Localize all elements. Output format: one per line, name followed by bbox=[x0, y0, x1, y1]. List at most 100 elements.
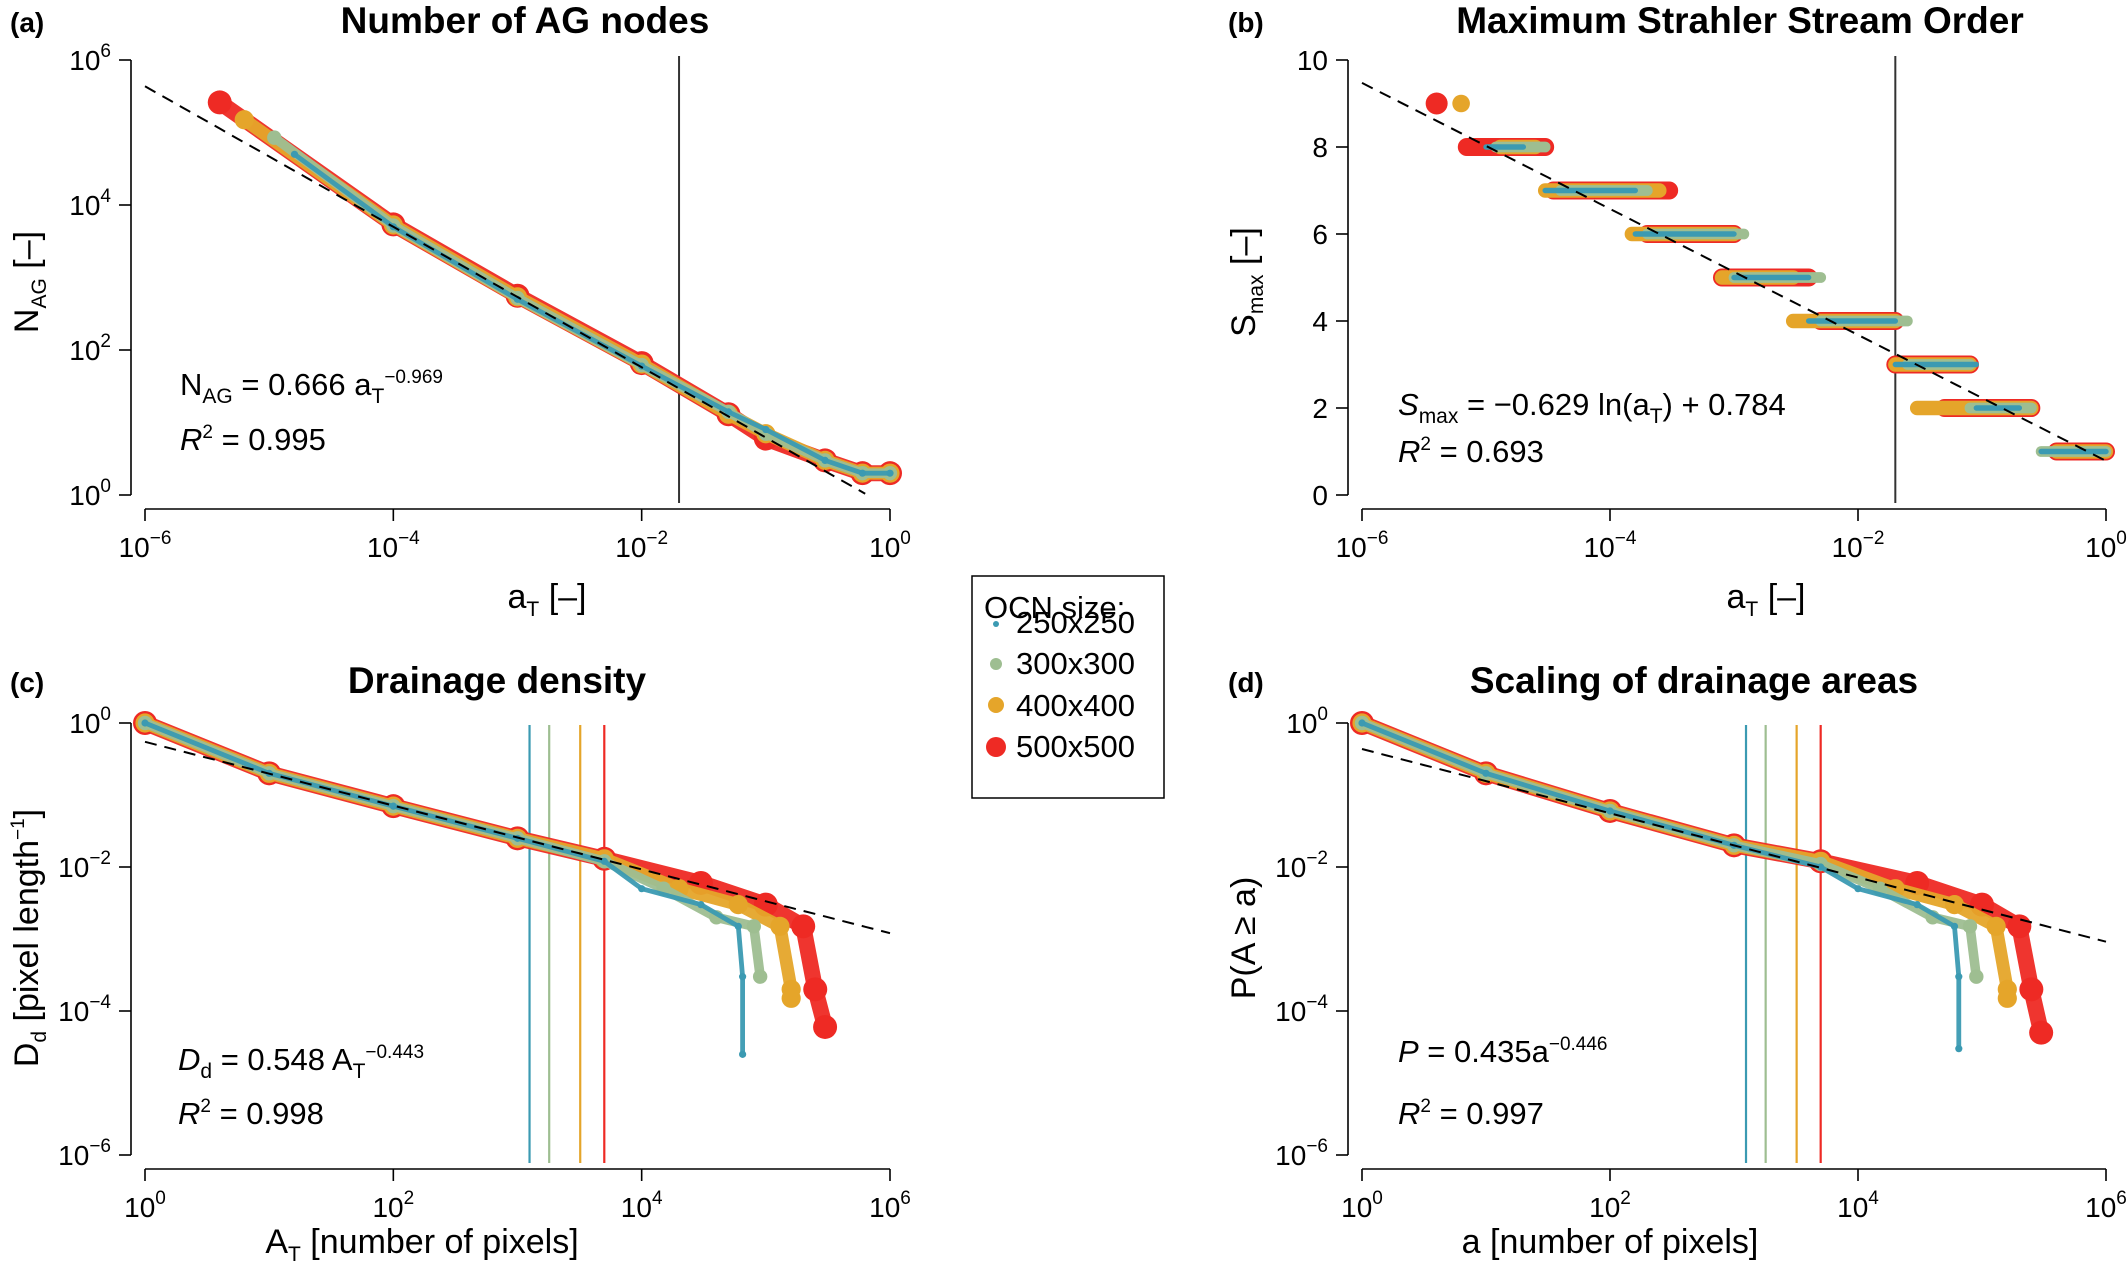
series-line bbox=[1359, 720, 1962, 1051]
panel-letter: (c) bbox=[10, 667, 44, 698]
legend-marker bbox=[986, 737, 1006, 757]
data-point bbox=[1854, 885, 1862, 893]
data-point bbox=[724, 408, 733, 416]
data-point bbox=[728, 895, 748, 915]
data-point bbox=[267, 130, 282, 145]
x-tick-label: 10−2 bbox=[615, 528, 668, 563]
legend-item-400: 400x400 bbox=[988, 688, 1135, 723]
y-axis-label: P(A ≥ a) bbox=[1225, 877, 1263, 1000]
y-tick-label: 0 bbox=[1312, 480, 1328, 511]
data-point bbox=[770, 916, 790, 936]
data-point bbox=[1944, 895, 1965, 915]
y-tick-label: 104 bbox=[69, 186, 111, 221]
legend-marker bbox=[993, 621, 999, 627]
y-tick-label: 106 bbox=[69, 41, 111, 76]
y-tick-label: 10−2 bbox=[58, 848, 111, 883]
panel-plot: 100 102 104 106 10−6 10−4 10−2 100 bbox=[1275, 704, 2127, 1223]
y-tick-label: 10−6 bbox=[58, 1136, 111, 1171]
r-squared: R2 = 0.693 bbox=[1398, 434, 1544, 469]
data-point bbox=[234, 110, 254, 130]
r-squared: R2 = 0.998 bbox=[178, 1096, 324, 1131]
legend-label: 500x500 bbox=[1016, 729, 1135, 764]
fit-equation: P = 0.435a−0.446 bbox=[1398, 1034, 1608, 1069]
y-tick-label: 10−6 bbox=[1275, 1136, 1328, 1171]
x-tick-label: 10−4 bbox=[367, 528, 420, 563]
panel-b: (b) Maximum Strahler Stream Order 10−6 10… bbox=[1225, 0, 2127, 621]
fit-line bbox=[1361, 748, 2107, 943]
x-tick-label: 100 bbox=[2085, 528, 2127, 563]
legend-box bbox=[971, 575, 1165, 799]
data-point bbox=[746, 919, 762, 934]
legend-item-300: 300x300 bbox=[990, 646, 1135, 681]
data-point bbox=[1955, 973, 1963, 981]
fit-equation: Dd = 0.548 AT−0.443 bbox=[178, 1042, 424, 1083]
data-point bbox=[207, 90, 232, 115]
y-tick-label: 10 bbox=[1297, 45, 1328, 76]
x-axis-label: a [number of pixels] bbox=[1462, 1223, 1759, 1261]
data-point bbox=[858, 469, 867, 477]
data-point bbox=[781, 988, 801, 1008]
panel-plot: 10−6 10−4 10−2 100 100 102 104 106 bbox=[69, 41, 911, 563]
panel-plot: 10−6 10−4 10−2 100 0 2 4 6 8 10 bbox=[1297, 45, 2127, 563]
series-250x250 bbox=[1358, 719, 1963, 1053]
x-tick-label: 106 bbox=[869, 1188, 911, 1223]
legend-label: 300x300 bbox=[1016, 646, 1135, 681]
x-tick-label: 100 bbox=[124, 1188, 166, 1223]
panel-title: Number of AG nodes bbox=[341, 0, 710, 41]
data-point bbox=[1955, 1045, 1963, 1053]
y-tick-label: 102 bbox=[69, 331, 111, 366]
y-tick-label: 100 bbox=[69, 704, 111, 739]
data-point bbox=[1950, 922, 1959, 930]
panel-d: (d) Scaling of drainage areas 100 102 104 1… bbox=[1225, 660, 2127, 1261]
fit-line bbox=[144, 740, 891, 935]
y-tick-label: 100 bbox=[1286, 704, 1328, 739]
data-point bbox=[1482, 769, 1490, 777]
data-point bbox=[141, 719, 149, 727]
y-tick-label: 10−4 bbox=[1275, 992, 1328, 1027]
legend: OCN size: 250x250 300x300 400x400 500x50… bbox=[971, 575, 1165, 799]
y-tick-label: 6 bbox=[1312, 219, 1328, 250]
x-tick-label: 10−2 bbox=[1832, 528, 1885, 563]
x-tick-label: 10−6 bbox=[1336, 528, 1389, 563]
data-point bbox=[739, 1050, 747, 1058]
legend-marker bbox=[990, 658, 1002, 670]
x-tick-label: 104 bbox=[621, 1188, 663, 1223]
r-squared: R2 = 0.995 bbox=[180, 422, 326, 457]
data-point bbox=[813, 1014, 838, 1039]
data-point bbox=[739, 973, 747, 981]
panel-c: (c) Drainage density 100 102 104 106 10−6 10−… bbox=[8, 660, 911, 1266]
x-tick-label: 104 bbox=[1837, 1188, 1879, 1223]
data-point bbox=[389, 802, 397, 810]
data-point bbox=[2019, 977, 2044, 1002]
x-tick-label: 10−4 bbox=[1584, 528, 1637, 563]
legend-title: OCN size: bbox=[984, 590, 1125, 625]
data-point bbox=[791, 914, 816, 939]
data-point bbox=[1986, 916, 2006, 936]
data-point bbox=[1452, 94, 1470, 113]
panel-title: Scaling of drainage areas bbox=[1470, 660, 1918, 701]
data-point bbox=[1913, 901, 1921, 909]
legend-label: 250x250 bbox=[1016, 605, 1135, 640]
data-point bbox=[290, 150, 299, 158]
y-tick-label: 8 bbox=[1312, 132, 1328, 163]
y-tick-label: 10−2 bbox=[1275, 848, 1328, 883]
panel-letter: (d) bbox=[1228, 667, 1264, 698]
x-tick-label: 100 bbox=[1341, 1188, 1383, 1223]
x-tick-label: 106 bbox=[2085, 1188, 2127, 1223]
y-tick-label: 2 bbox=[1312, 393, 1328, 424]
y-tick-label: 10−4 bbox=[58, 992, 111, 1027]
data-point bbox=[697, 901, 705, 909]
x-axis-label: aT [–] bbox=[1727, 578, 1806, 621]
x-axis-label: AT [number of pixels] bbox=[265, 1223, 578, 1266]
x-tick-label: 102 bbox=[372, 1188, 414, 1223]
panel-letter: (b) bbox=[1228, 7, 1264, 38]
fit-line bbox=[144, 85, 866, 495]
y-tick-label: 4 bbox=[1312, 306, 1328, 337]
data-point bbox=[1997, 988, 2017, 1008]
data-point bbox=[1962, 919, 1978, 934]
panel-letter: (a) bbox=[10, 7, 44, 38]
legend-item-250: 250x250 bbox=[993, 605, 1135, 640]
data-point bbox=[1969, 969, 1984, 984]
data-point bbox=[1817, 863, 1825, 871]
